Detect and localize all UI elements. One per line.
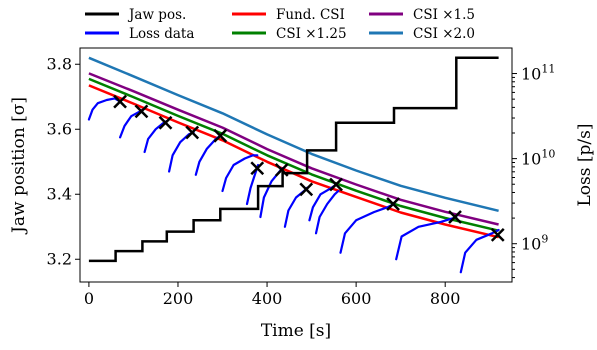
y-right-tick-exponent: 11 [541, 63, 555, 76]
x-axis-label: Time [s] [261, 321, 331, 341]
loss-marker-stroke [185, 125, 200, 140]
series-fund-csi-line [88, 84, 499, 239]
loss-marker-stroke [158, 115, 173, 130]
x-axis: 0 200 400 600 800 [84, 282, 461, 308]
series-csi-2-0-line [88, 56, 499, 213]
y-right-tick-base: 10 [521, 65, 541, 84]
y-left-tick-label: 3.4 [47, 184, 72, 203]
x-tick-label: 400 [252, 289, 283, 308]
x-tick-label: 0 [84, 289, 94, 308]
loss-marker [386, 197, 400, 211]
series-loss-data-line [259, 167, 284, 219]
y-right-tick-base: 10 [521, 235, 541, 254]
loss-marker [448, 210, 462, 224]
loss-marker-stroke [250, 161, 265, 176]
series-jaw-pos-line [88, 56, 499, 263]
loss-marker-stroke [386, 197, 400, 211]
y-right-tick-label: 1010 [521, 148, 555, 169]
series-loss-data-line [221, 154, 259, 193]
loss-marker [185, 125, 200, 140]
legend-label-loss-data: Loss data [129, 26, 194, 42]
y-left-tick-label: 3.8 [47, 54, 72, 73]
loss-marker-stroke [448, 210, 462, 224]
y-right-tick-exponent: 10 [541, 148, 555, 161]
x-tick-label: 600 [341, 289, 372, 308]
series-csi-1-5-line [88, 72, 499, 226]
loss-marker-stroke [213, 128, 228, 143]
series-loss-data-line [194, 134, 222, 176]
y-right-tick-base: 10 [521, 150, 541, 169]
legend-label-csi-1-5: CSI ×1.5 [413, 7, 475, 23]
y-axis-left: 3.2 3.4 3.6 3.8 [47, 54, 80, 268]
loss-marker [213, 128, 228, 143]
loss-marker-stroke [134, 104, 149, 119]
x-tick-label: 200 [163, 289, 194, 308]
series-loss-data-line [395, 215, 458, 261]
plot-series [87, 56, 500, 274]
series-loss-data-line [283, 186, 309, 228]
plot-frame [79, 47, 513, 283]
loss-marker [113, 94, 127, 109]
loss-marker [274, 162, 289, 177]
series-loss-data-line [87, 97, 122, 121]
y-right-tick-exponent: 9 [541, 233, 548, 246]
legend: Jaw pos. Loss data Fund. CSI CSI ×1.25 CSI ×… [85, 7, 475, 42]
loss-marker [490, 227, 505, 242]
loss-marker [250, 161, 265, 176]
series-csi-1-25-line [88, 77, 499, 232]
series-loss-data-line [245, 163, 260, 206]
loss-marker [329, 177, 343, 192]
legend-label-csi-2-0: CSI ×2.0 [413, 26, 475, 42]
loss-marker-stroke [490, 227, 505, 242]
loss-marker [158, 115, 173, 130]
x-tick-label: 800 [430, 289, 461, 308]
y-right-tick-label: 1011 [521, 63, 555, 84]
loss-marker-stroke [329, 177, 343, 192]
legend-label-csi-1-25: CSI ×1.25 [276, 26, 347, 42]
legend-label-jaw-pos: Jaw pos. [127, 7, 186, 23]
y-axis-left-label: Jaw position [σ] [9, 97, 29, 235]
y-right-tick-label: 109 [521, 233, 548, 254]
series-loss-data-line [314, 189, 340, 235]
loss-marker-stroke [274, 162, 289, 177]
series-loss-data-line [339, 202, 396, 254]
loss-marker-stroke [299, 182, 314, 197]
y-left-tick-label: 3.6 [47, 119, 72, 138]
series-loss-data-line [168, 131, 195, 173]
y-axis-right-label: Loss [p/s] [575, 124, 595, 207]
y-left-tick-label: 3.2 [47, 249, 72, 268]
loss-marker-stroke [113, 94, 127, 109]
loss-marker [299, 182, 314, 197]
legend-label-fund-csi: Fund. CSI [276, 7, 345, 23]
loss-marker [134, 104, 149, 119]
loss-markers [113, 94, 505, 242]
